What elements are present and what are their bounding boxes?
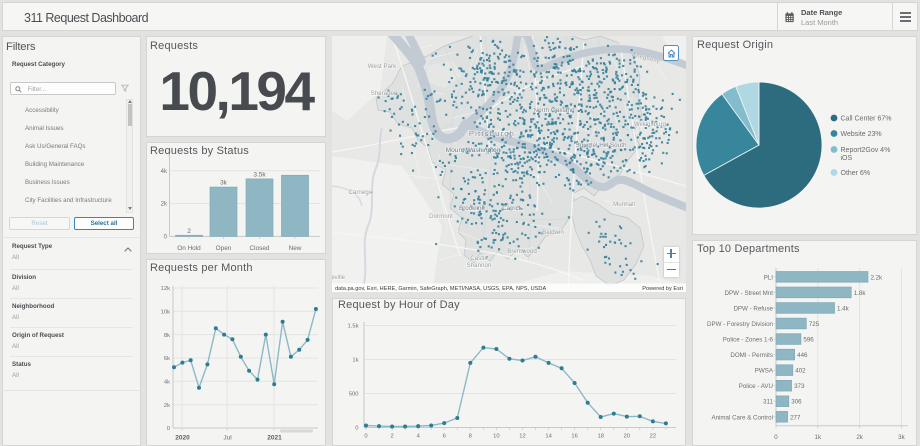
- svg-text:PWSA: PWSA: [755, 368, 774, 375]
- svg-text:Website 23%: Website 23%: [841, 131, 882, 138]
- svg-text:Closed: Closed: [250, 245, 270, 252]
- svg-text:18: 18: [597, 434, 603, 440]
- svg-text:2k: 2k: [164, 403, 170, 409]
- svg-text:DPW - Street Mnt: DPW - Street Mnt: [725, 290, 774, 297]
- svg-text:data.pa.gov, Esri, HERE, Garmi: data.pa.gov, Esri, HERE, Garmin, SafeGra…: [335, 286, 546, 292]
- svg-text:311: 311: [763, 399, 773, 406]
- svg-text:1k: 1k: [352, 358, 358, 364]
- svg-text:Police - Zones 1-6: Police - Zones 1-6: [723, 337, 774, 344]
- svg-text:446: 446: [797, 352, 808, 359]
- svg-text:DPW - Forestry Division: DPW - Forestry Division: [707, 321, 774, 328]
- svg-text:Dormont: Dormont: [429, 213, 453, 220]
- svg-text:0: 0: [774, 434, 778, 441]
- svg-text:0: 0: [167, 426, 170, 432]
- svg-text:725: 725: [809, 321, 820, 328]
- svg-text:0: 0: [164, 235, 168, 241]
- svg-text:Report2Gov 4%: Report2Gov 4%: [841, 147, 891, 154]
- svg-text:402: 402: [795, 368, 806, 375]
- svg-text:Mount Washington: Mount Washington: [446, 147, 501, 154]
- svg-text:Jul: Jul: [223, 435, 232, 442]
- svg-text:0: 0: [364, 434, 367, 440]
- svg-text:10: 10: [493, 434, 499, 440]
- svg-text:Open: Open: [216, 245, 232, 252]
- svg-text:jeville: jeville: [329, 275, 346, 281]
- svg-text:306: 306: [791, 399, 802, 406]
- svg-text:2021: 2021: [267, 435, 282, 442]
- svg-text:3k: 3k: [898, 434, 905, 441]
- svg-text:16: 16: [571, 434, 577, 440]
- svg-text:277: 277: [790, 414, 801, 421]
- svg-text:0: 0: [355, 426, 358, 432]
- svg-text:1.4k: 1.4k: [837, 305, 850, 312]
- svg-text:6k: 6k: [164, 356, 170, 362]
- svg-text:596: 596: [803, 337, 814, 344]
- svg-text:DPW - Refuse: DPW - Refuse: [733, 305, 773, 312]
- svg-text:8: 8: [469, 434, 472, 440]
- svg-text:3.5k: 3.5k: [253, 171, 266, 178]
- svg-text:10k: 10k: [161, 310, 170, 316]
- svg-text:500: 500: [349, 392, 359, 398]
- svg-text:1k: 1k: [815, 434, 822, 441]
- svg-text:373: 373: [794, 383, 805, 390]
- svg-text:Castle: Castle: [470, 255, 488, 262]
- svg-text:1.5k: 1.5k: [348, 324, 359, 330]
- svg-text:DOMI - Permits: DOMI - Permits: [730, 352, 773, 359]
- svg-text:22: 22: [650, 434, 656, 440]
- svg-text:iOS: iOS: [841, 155, 853, 162]
- svg-text:2k: 2k: [161, 202, 168, 208]
- svg-text:Police - AVU: Police - AVU: [739, 383, 773, 390]
- svg-text:Shannon: Shannon: [467, 262, 492, 269]
- svg-text:4k: 4k: [164, 380, 170, 386]
- svg-text:20: 20: [624, 434, 630, 440]
- svg-text:2020: 2020: [175, 435, 190, 442]
- svg-text:Animal Care & Control: Animal Care & Control: [711, 414, 773, 421]
- svg-text:Munhall: Munhall: [613, 201, 635, 208]
- svg-text:12k: 12k: [161, 286, 170, 292]
- svg-text:North Oakland: North Oakland: [533, 107, 575, 114]
- svg-text:West Park: West Park: [368, 63, 397, 70]
- svg-text:1.8k: 1.8k: [854, 290, 867, 297]
- svg-text:2: 2: [390, 434, 393, 440]
- svg-text:New: New: [289, 245, 302, 252]
- svg-text:Wilkinsburg: Wilkinsburg: [634, 121, 667, 128]
- svg-text:2.2k: 2.2k: [870, 274, 883, 281]
- svg-text:Baldwin: Baldwin: [542, 229, 564, 236]
- svg-text:Sheraden: Sheraden: [371, 90, 398, 97]
- svg-text:Call Center 67%: Call Center 67%: [841, 116, 892, 123]
- svg-text:PLI: PLI: [764, 274, 774, 281]
- svg-text:4k: 4k: [161, 169, 168, 175]
- svg-text:14: 14: [545, 434, 552, 440]
- svg-text:4: 4: [417, 434, 421, 440]
- svg-text:2k: 2k: [856, 434, 863, 441]
- svg-text:Brentwood: Brentwood: [507, 248, 537, 255]
- svg-text:Pittsburgh: Pittsburgh: [469, 129, 515, 138]
- svg-text:Other 6%: Other 6%: [841, 170, 871, 177]
- svg-text:12: 12: [519, 434, 525, 440]
- svg-text:Carrick: Carrick: [502, 205, 522, 212]
- svg-text:Carnegie: Carnegie: [348, 189, 374, 196]
- svg-text:6: 6: [443, 434, 446, 440]
- svg-text:3k: 3k: [220, 180, 228, 187]
- svg-text:On Hold: On Hold: [177, 245, 201, 252]
- svg-text:2: 2: [187, 228, 191, 235]
- svg-text:Brookline: Brookline: [459, 205, 485, 212]
- svg-text:Powered by Esri: Powered by Esri: [642, 286, 683, 292]
- svg-text:8k: 8k: [164, 333, 170, 339]
- svg-text:Squirrel Hill South: Squirrel Hill South: [575, 142, 627, 149]
